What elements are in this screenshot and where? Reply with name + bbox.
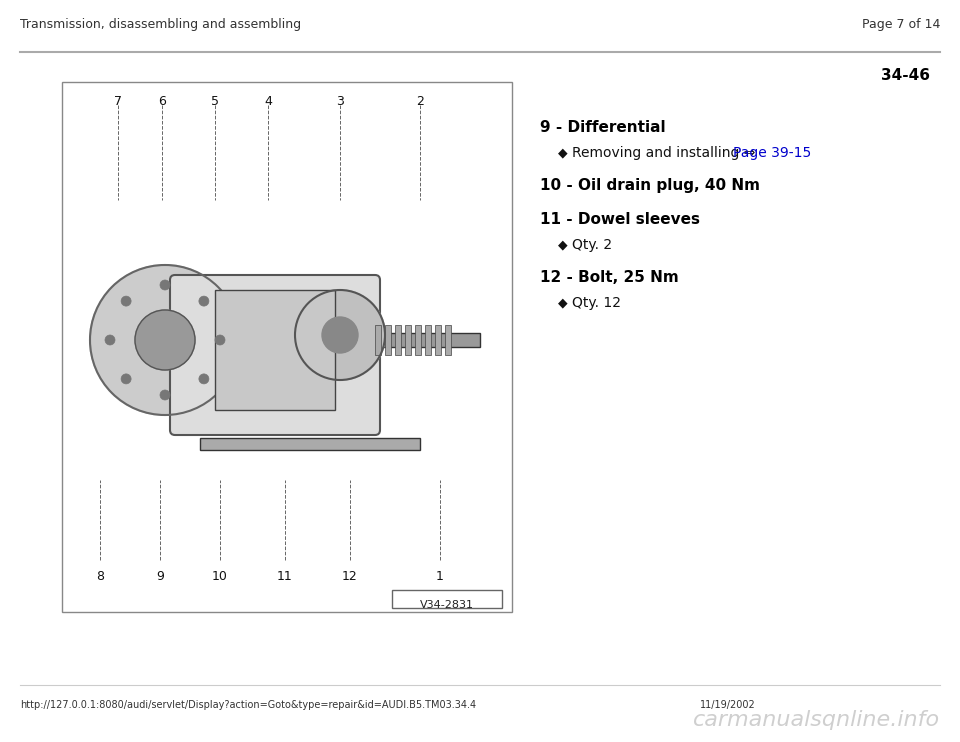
Text: ◆: ◆ bbox=[558, 296, 567, 309]
Text: 10: 10 bbox=[212, 570, 228, 583]
Text: ◆: ◆ bbox=[558, 238, 567, 251]
Circle shape bbox=[199, 374, 209, 384]
Bar bbox=[200, 438, 420, 450]
Text: 12: 12 bbox=[342, 570, 358, 583]
Text: 10 - Oil drain plug, 40 Nm: 10 - Oil drain plug, 40 Nm bbox=[540, 178, 760, 193]
Circle shape bbox=[199, 296, 209, 306]
Circle shape bbox=[215, 335, 225, 345]
Bar bbox=[370, 333, 480, 347]
Circle shape bbox=[105, 335, 115, 345]
Text: 12 - Bolt, 25 Nm: 12 - Bolt, 25 Nm bbox=[540, 270, 679, 285]
Text: 2: 2 bbox=[416, 95, 424, 108]
Text: 5: 5 bbox=[211, 95, 219, 108]
Text: 9: 9 bbox=[156, 570, 164, 583]
Bar bbox=[62, 82, 512, 612]
Circle shape bbox=[322, 317, 358, 353]
Text: Qty. 12: Qty. 12 bbox=[572, 296, 621, 310]
Text: Removing and installing ⇒: Removing and installing ⇒ bbox=[572, 146, 759, 160]
Text: Page 7 of 14: Page 7 of 14 bbox=[862, 18, 940, 31]
Text: 4: 4 bbox=[264, 95, 272, 108]
Text: 8: 8 bbox=[96, 570, 104, 583]
Circle shape bbox=[295, 290, 385, 380]
Text: 11 - Dowel sleeves: 11 - Dowel sleeves bbox=[540, 212, 700, 227]
Text: 6: 6 bbox=[158, 95, 166, 108]
Text: Transmission, disassembling and assembling: Transmission, disassembling and assembli… bbox=[20, 18, 301, 31]
Bar bbox=[385, 325, 391, 355]
Text: 34-46: 34-46 bbox=[881, 68, 930, 83]
Text: 11: 11 bbox=[277, 570, 293, 583]
Circle shape bbox=[160, 390, 170, 400]
Text: 11/19/2002: 11/19/2002 bbox=[700, 700, 756, 710]
Text: carmanualsqnline.info: carmanualsqnline.info bbox=[693, 710, 940, 730]
Circle shape bbox=[90, 265, 240, 415]
Text: ◆: ◆ bbox=[558, 146, 567, 159]
Text: 7: 7 bbox=[114, 95, 122, 108]
Text: V34-2831: V34-2831 bbox=[420, 600, 474, 610]
Bar bbox=[215, 290, 335, 410]
Text: Qty. 2: Qty. 2 bbox=[572, 238, 612, 252]
Text: http://127.0.0.1:8080/audi/servlet/Display?action=Goto&type=repair&id=AUDI.B5.TM: http://127.0.0.1:8080/audi/servlet/Displ… bbox=[20, 700, 476, 710]
Bar bbox=[425, 325, 431, 355]
Text: 3: 3 bbox=[336, 95, 344, 108]
Bar bbox=[435, 325, 441, 355]
Circle shape bbox=[135, 310, 195, 370]
Circle shape bbox=[160, 280, 170, 290]
Text: Page 39-15: Page 39-15 bbox=[733, 146, 811, 160]
Bar bbox=[415, 325, 421, 355]
FancyBboxPatch shape bbox=[170, 275, 380, 435]
Text: 9 - Differential: 9 - Differential bbox=[540, 120, 665, 135]
Bar bbox=[375, 325, 381, 355]
Bar bbox=[405, 325, 411, 355]
Bar bbox=[395, 325, 401, 355]
Bar bbox=[392, 590, 502, 608]
Circle shape bbox=[121, 296, 132, 306]
Text: 1: 1 bbox=[436, 570, 444, 583]
Bar bbox=[445, 325, 451, 355]
Circle shape bbox=[121, 374, 132, 384]
